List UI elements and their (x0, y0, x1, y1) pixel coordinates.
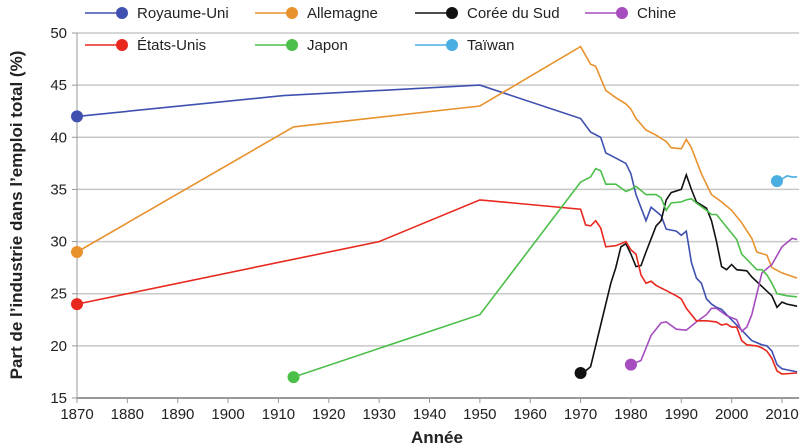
legend-label: Chine (637, 5, 676, 22)
legend-marker (446, 7, 458, 19)
legend-bg (463, 2, 559, 24)
x-tick-label: 1890 (161, 406, 194, 423)
x-tick-label: 1880 (111, 406, 144, 423)
x-tick-label: 1960 (514, 406, 547, 423)
legend-bg (303, 2, 375, 24)
legend-bg (133, 34, 213, 56)
x-axis-label: Année (411, 428, 463, 447)
legend-marker (446, 39, 458, 51)
legend-marker (616, 7, 628, 19)
y-tick-label: 20 (50, 338, 67, 355)
legend-marker (286, 7, 298, 19)
legend-item: Taïwan (415, 34, 523, 56)
y-tick-label: 15 (50, 390, 67, 407)
y-tick-label: 50 (50, 25, 67, 42)
series-line-1 (76, 45, 798, 279)
legend-label: Allemagne (307, 5, 378, 22)
legend-bg (633, 2, 693, 24)
legend-item: États-Unis (85, 34, 213, 56)
legend-marker (116, 39, 128, 51)
legend-marker (116, 7, 128, 19)
x-tick-label: 1990 (665, 406, 698, 423)
x-tick-label: 1910 (262, 406, 295, 423)
legend-bg (463, 34, 523, 56)
series-start-marker-0 (71, 110, 83, 123)
y-tick-label: 25 (50, 286, 67, 303)
x-tick-label: 1940 (413, 406, 446, 423)
x-tick-label: 1970 (564, 406, 597, 423)
x-tick-label: 1950 (463, 406, 496, 423)
legend-item: Allemagne (255, 2, 378, 24)
series-line-0 (76, 84, 798, 373)
x-tick-label: 1900 (211, 406, 244, 423)
series-start-marker-5 (287, 371, 300, 384)
series-line-2 (580, 172, 798, 374)
y-tick-label: 35 (50, 181, 67, 198)
legend-label: Taïwan (467, 37, 515, 54)
series-line-3 (630, 237, 798, 366)
x-tick-label: 1920 (312, 406, 345, 423)
legend-label: Japon (307, 37, 348, 54)
series-start-marker-2 (574, 366, 587, 379)
series-line-4 (76, 199, 798, 375)
y-axis-label: Part de l’industrie dans l’emploi total … (7, 51, 26, 380)
y-tick-label: 30 (50, 234, 67, 251)
legend-label: États-Unis (137, 37, 206, 54)
x-tick-label: 2000 (715, 406, 748, 423)
x-tick-label: 1930 (362, 406, 395, 423)
legend-item: Chine (585, 2, 693, 24)
series-start-marker-6 (770, 175, 783, 188)
legend-item: Japon (255, 34, 363, 56)
legend-label: Royaume-Uni (137, 5, 229, 22)
legend-marker (286, 39, 298, 51)
x-tick-label: 2010 (765, 406, 798, 423)
x-tick-label: 1980 (614, 406, 647, 423)
series-start-marker-1 (71, 246, 83, 258)
legend-item: Corée du Sud (415, 2, 560, 24)
legend-bg (303, 34, 363, 56)
series-start-marker-3 (624, 358, 637, 371)
series-start-marker-4 (71, 298, 83, 311)
y-tick-label: 45 (50, 77, 67, 94)
legend-item: Royaume-Uni (85, 2, 229, 24)
legend-label: Corée du Sud (467, 5, 560, 22)
series-line-5 (293, 167, 798, 378)
y-tick-label: 40 (50, 129, 67, 146)
x-tick-label: 1870 (60, 406, 93, 423)
legend-bg (133, 2, 221, 24)
